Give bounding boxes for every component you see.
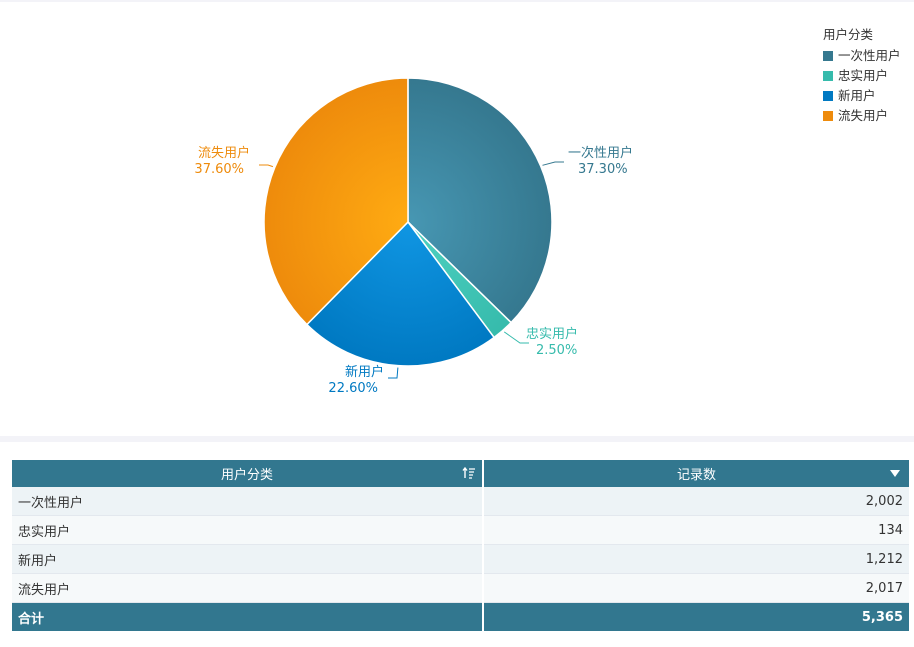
legend-swatch — [823, 71, 833, 81]
pie-slice[interactable] — [407, 77, 553, 324]
legend-label: 新用户 — [838, 88, 876, 103]
table-header-row: 用户分类 记录数 — [12, 460, 909, 487]
cell-count: 134 — [483, 515, 909, 545]
pie-slice[interactable] — [305, 220, 496, 367]
column-header-label: 用户分类 — [220, 468, 273, 483]
legend-swatch — [823, 91, 833, 101]
slice-name-label: 新用户 — [345, 364, 384, 380]
legend: 用户分类 一次性用户 忠实用户 新用户 流失用户 — [823, 26, 901, 126]
cell-category: 新用户 — [12, 544, 484, 574]
column-header-category[interactable]: 用户分类 — [12, 460, 484, 487]
cell-category: 流失用户 — [12, 573, 484, 603]
table-panel: 用户分类 记录数 一次性用户 2,002 忠实用户 134 — [0, 442, 914, 647]
table-row[interactable]: 一次性用户 2,002 — [12, 487, 909, 516]
legend-swatch — [823, 111, 833, 121]
dropdown-caret-icon[interactable] — [890, 470, 900, 477]
cell-category: 忠实用户 — [12, 515, 484, 545]
pie-slice[interactable] — [263, 77, 409, 326]
leader-line — [388, 367, 399, 379]
legend-item-loyal[interactable]: 忠实用户 — [823, 66, 901, 86]
slice-percent-label: 22.60% — [328, 381, 378, 396]
column-header-label: 记录数 — [676, 468, 716, 483]
legend-label: 一次性用户 — [838, 48, 901, 63]
slice-name-label: 忠实用户 — [526, 326, 578, 342]
total-count: 5,365 — [483, 602, 909, 631]
legend-label: 流失用户 — [838, 108, 889, 123]
chart-panel: 一次性用户 37.30% 忠实用户 2.50% 新用户 22.60% 流失用户 37.60% … — [0, 2, 914, 436]
slice-name-label: 流失用户 — [198, 145, 250, 161]
slice-name-label: 一次性用户 — [568, 145, 633, 161]
total-row: 合计 5,365 — [12, 602, 909, 631]
leader-line — [503, 331, 529, 344]
legend-item-churned[interactable]: 流失用户 — [823, 106, 901, 126]
data-table: 用户分类 记录数 一次性用户 2,002 忠实用户 134 — [12, 460, 909, 631]
total-label: 合计 — [12, 602, 484, 631]
cell-count: 1,212 — [483, 544, 909, 574]
table-row[interactable]: 新用户 1,212 — [12, 544, 909, 574]
cell-category: 一次性用户 — [12, 487, 484, 516]
legend-item-new[interactable]: 新用户 — [823, 86, 901, 106]
cell-count: 2,017 — [483, 573, 909, 603]
legend-swatch — [823, 51, 833, 61]
cell-count: 2,002 — [483, 487, 909, 516]
legend-item-one-time[interactable]: 一次性用户 — [823, 46, 901, 66]
slice-percent-label: 2.50% — [536, 343, 577, 358]
legend-label: 忠实用户 — [838, 68, 889, 83]
slice-percent-label: 37.60% — [194, 162, 244, 177]
table-row[interactable]: 忠实用户 134 — [12, 515, 909, 545]
sort-ascending-icon[interactable] — [462, 466, 476, 480]
legend-title: 用户分类 — [823, 27, 874, 42]
leader-line — [542, 161, 564, 166]
column-header-count[interactable]: 记录数 — [483, 460, 909, 487]
slice-percent-label: 37.30% — [578, 162, 628, 177]
table-row[interactable]: 流失用户 2,017 — [12, 573, 909, 603]
leader-line — [259, 164, 274, 168]
